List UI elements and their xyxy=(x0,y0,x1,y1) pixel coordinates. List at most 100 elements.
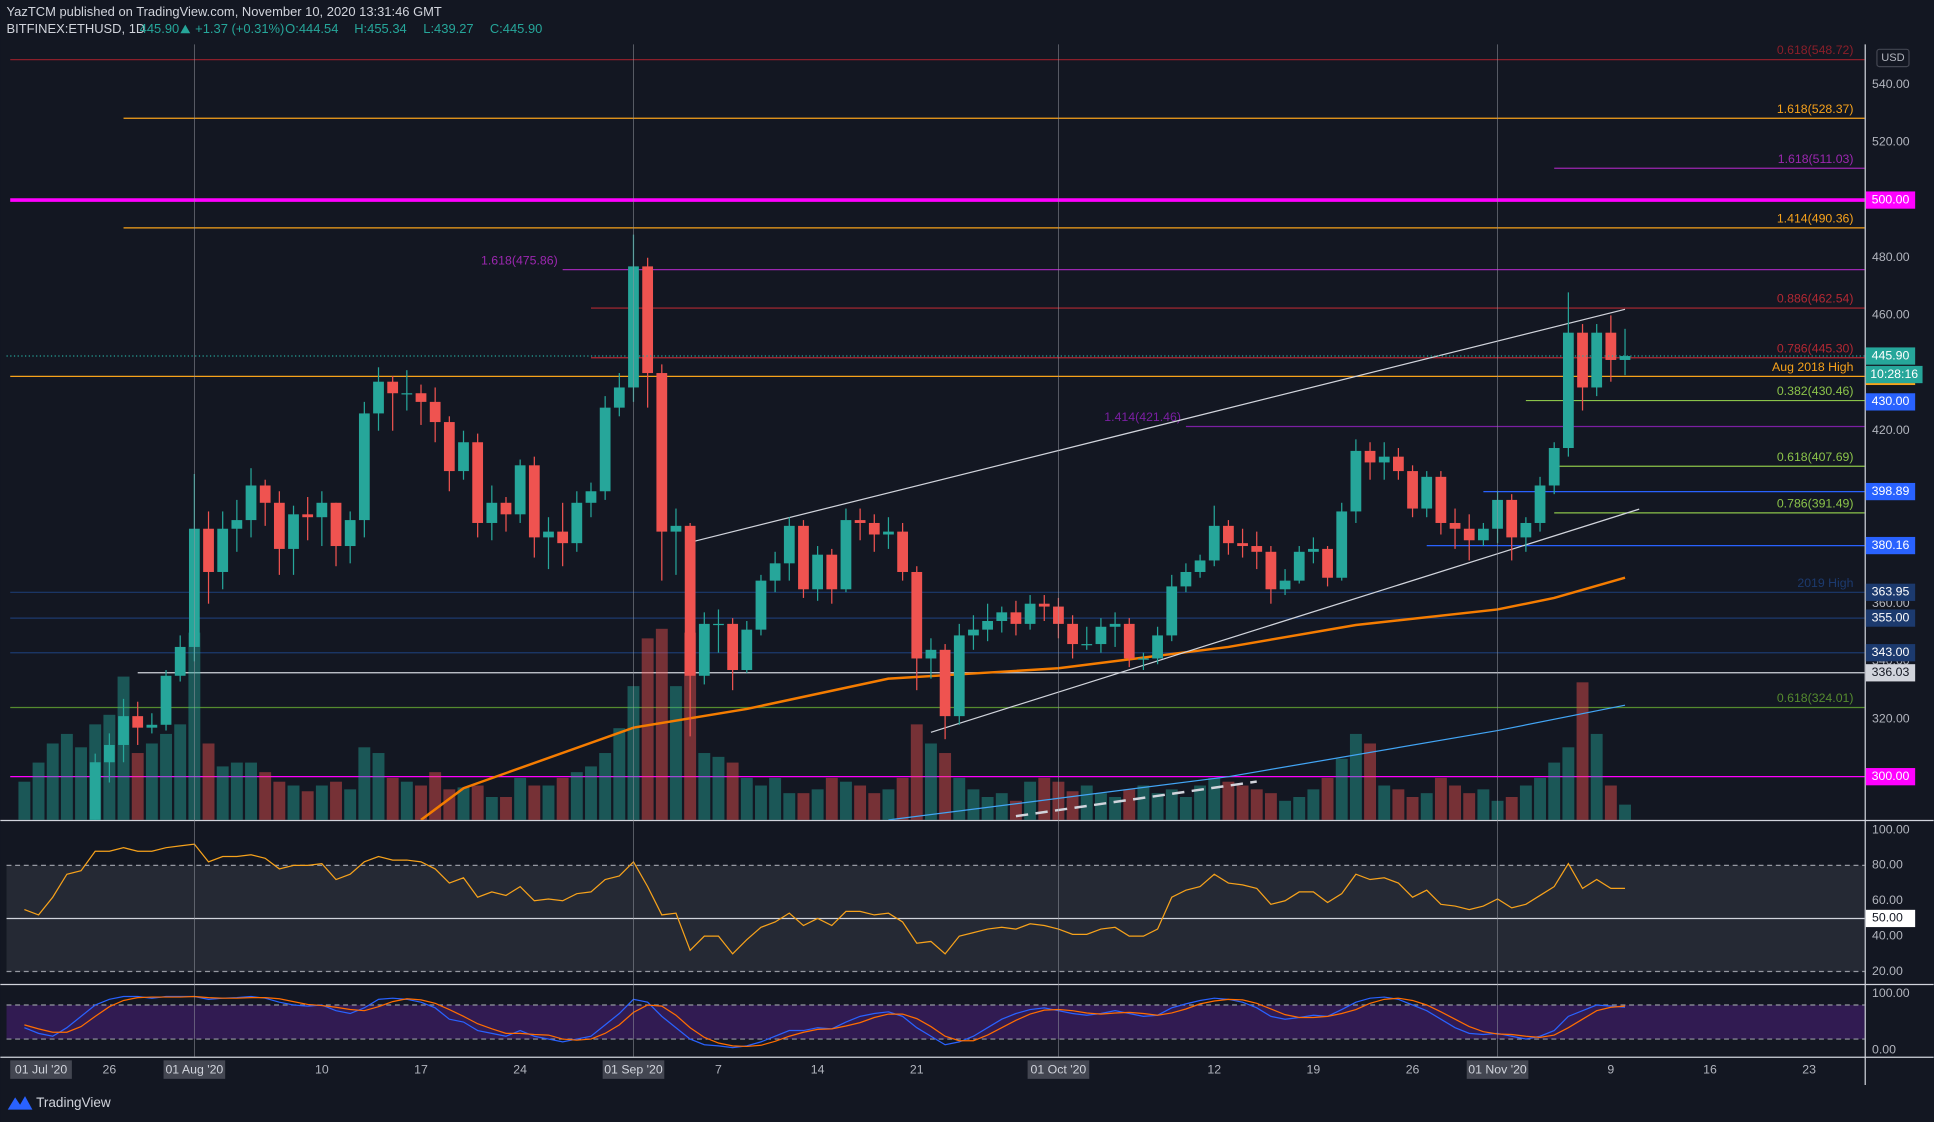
candle-body xyxy=(1619,356,1631,360)
volume-bar xyxy=(18,781,31,820)
volume-bar xyxy=(868,793,881,820)
level-label: 1.414(421.46) xyxy=(1104,410,1181,424)
volume-bar xyxy=(457,787,470,820)
rsi-tick-label: 50.00 xyxy=(1872,911,1903,925)
volume-bar xyxy=(825,777,838,820)
volume-bar xyxy=(216,766,229,820)
candle-body xyxy=(316,502,328,518)
volume-bar xyxy=(840,781,852,820)
candle-body xyxy=(288,514,299,549)
volume-bar xyxy=(1137,785,1150,820)
x-tick-label: 01 Sep '20 xyxy=(604,1062,663,1076)
volume-bar xyxy=(599,753,612,820)
volume-bar xyxy=(1562,747,1575,820)
candle-body xyxy=(146,724,158,728)
brand: TradingView xyxy=(7,1095,111,1110)
x-tick-label: 16 xyxy=(1703,1062,1717,1076)
rsi-tick-label: 80.00 xyxy=(1872,858,1903,872)
candle-body xyxy=(174,646,186,676)
candle-body xyxy=(259,485,271,503)
candle-body xyxy=(698,623,710,676)
candle-body xyxy=(1038,603,1050,607)
volume-bar xyxy=(1279,800,1292,820)
candle-body xyxy=(571,502,583,544)
price-tag-label: 336.03 xyxy=(1872,665,1910,679)
volume-bar xyxy=(1024,781,1037,820)
candle-body xyxy=(387,381,399,394)
x-tick-label: 17 xyxy=(414,1062,428,1076)
volume-bar xyxy=(443,789,456,820)
candle-body xyxy=(1407,471,1418,509)
stoch-tick-label: 100.00 xyxy=(1872,986,1910,1000)
up-arrow xyxy=(180,24,191,34)
volume-bar xyxy=(1576,682,1589,820)
volume-bar xyxy=(75,747,87,820)
candle-body xyxy=(543,531,554,538)
candle-body xyxy=(514,465,526,515)
candle-body xyxy=(783,525,795,564)
candle-body xyxy=(684,525,696,676)
last-price: 445.90 xyxy=(140,21,180,36)
volume-bar xyxy=(1208,777,1221,820)
candle-body xyxy=(1081,644,1093,646)
x-tick-label: 01 Nov '20 xyxy=(1468,1062,1527,1076)
price-tag xyxy=(1865,609,1916,627)
volume-bar xyxy=(1335,758,1348,820)
price-change: +1.37 (+0.31%) xyxy=(195,21,284,36)
price-tag xyxy=(1865,644,1916,662)
candle-body xyxy=(670,525,682,532)
candle-body xyxy=(458,442,469,472)
x-tick-label: 01 Jul '20 xyxy=(15,1062,67,1076)
volume-bar xyxy=(1009,800,1022,820)
price-tag-label: 445.90 xyxy=(1872,348,1910,362)
x-tick-label: 12 xyxy=(1207,1062,1221,1076)
candle-body xyxy=(217,528,229,572)
volume-bar xyxy=(585,766,597,820)
price-tag xyxy=(1865,536,1916,555)
author-line: YazTCM published on TradingView.com, Nov… xyxy=(7,4,442,19)
ohlc-low: L:439.27 xyxy=(423,21,473,36)
volume-bar xyxy=(1463,793,1476,820)
candle-body xyxy=(854,520,866,523)
x-tick-box xyxy=(602,1060,665,1079)
candle-body xyxy=(868,522,880,535)
candle-body xyxy=(1520,522,1532,538)
candle-body xyxy=(1605,332,1617,360)
volume-bar xyxy=(202,743,215,820)
volume-bar xyxy=(301,791,314,820)
volume-bar xyxy=(854,785,867,820)
level-label: 0.886(462.54) xyxy=(1777,292,1854,306)
volume-bar xyxy=(230,762,243,820)
y-tick-label: 320.00 xyxy=(1872,711,1910,725)
level-label: 0.786(391.49) xyxy=(1777,497,1854,511)
volume-bar xyxy=(1449,785,1461,820)
volume-bar xyxy=(1364,743,1377,820)
volume-bar xyxy=(1165,789,1178,820)
candle-body xyxy=(1251,546,1263,552)
candle-body xyxy=(769,563,781,581)
candle-body xyxy=(741,629,753,671)
candle-body xyxy=(443,422,455,472)
volume-bar xyxy=(1349,733,1362,820)
candle-body xyxy=(1591,332,1603,388)
candle-body xyxy=(968,629,979,636)
volume-bar xyxy=(1250,789,1263,820)
y-tick-label: 420.00 xyxy=(1872,423,1910,437)
volume-bar xyxy=(1378,785,1391,820)
volume-bar xyxy=(1194,785,1207,820)
volume-bar xyxy=(1406,796,1419,820)
volume-bar xyxy=(1619,804,1631,820)
volume-bar xyxy=(245,762,257,820)
volume-bar xyxy=(344,789,357,820)
volume-bar xyxy=(995,793,1008,820)
stoch-line xyxy=(24,995,1626,1048)
volume-bar xyxy=(740,777,753,820)
candle-body xyxy=(1322,548,1333,578)
level-label: 2019 High xyxy=(1797,576,1853,590)
rsi-tick-label: 40.00 xyxy=(1872,928,1903,942)
stoch-band xyxy=(6,1005,1865,1040)
volume-bar xyxy=(783,793,796,820)
volume-bar xyxy=(1094,793,1107,820)
volume-bar xyxy=(1222,781,1235,820)
